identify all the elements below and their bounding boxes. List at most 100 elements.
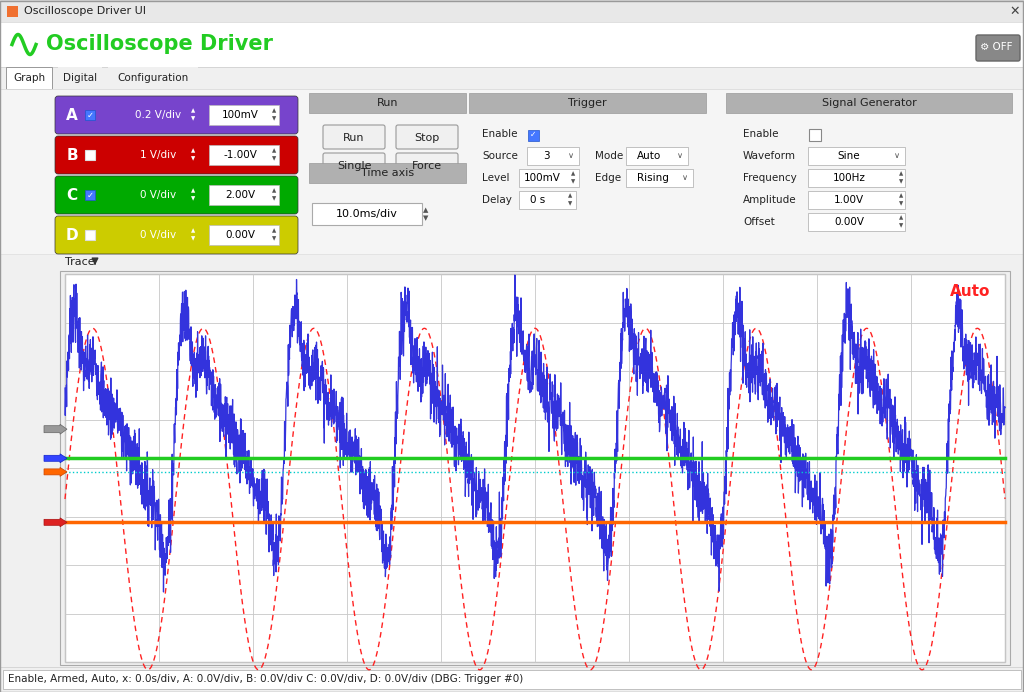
Text: Stop: Stop: [415, 133, 439, 143]
Text: ▲: ▲: [423, 207, 429, 213]
Text: ▼: ▼: [272, 116, 276, 122]
FancyBboxPatch shape: [527, 129, 539, 140]
Text: ▼: ▼: [568, 201, 572, 206]
Text: Auto: Auto: [637, 151, 662, 161]
FancyBboxPatch shape: [55, 96, 298, 134]
Text: D: D: [66, 228, 78, 242]
Text: 0.2 V/div: 0.2 V/div: [135, 110, 181, 120]
FancyBboxPatch shape: [55, 176, 298, 214]
Text: Offset: Offset: [743, 217, 775, 227]
Text: Signal Generator: Signal Generator: [821, 98, 916, 108]
Text: ▲: ▲: [272, 109, 276, 113]
Text: Source: Source: [482, 151, 518, 161]
FancyBboxPatch shape: [527, 147, 579, 165]
Text: Run: Run: [343, 133, 365, 143]
Text: 1.00V: 1.00V: [834, 195, 864, 205]
Text: Enable, Armed, Auto, x: 0.0s/div, A: 0.0V/div, B: 0.0V/div C: 0.0V/div, D: 0.0V/: Enable, Armed, Auto, x: 0.0s/div, A: 0.0…: [8, 675, 523, 684]
Bar: [7, 6, 18, 17]
FancyBboxPatch shape: [0, 67, 1024, 89]
Text: 100mV: 100mV: [523, 173, 560, 183]
Text: ✓: ✓: [86, 190, 93, 199]
Text: 10.0ms/div: 10.0ms/div: [336, 209, 398, 219]
FancyBboxPatch shape: [0, 667, 1024, 692]
FancyBboxPatch shape: [309, 163, 466, 183]
Text: 0.00V: 0.00V: [225, 230, 255, 240]
Text: 3: 3: [543, 151, 549, 161]
FancyBboxPatch shape: [323, 153, 385, 177]
Text: Enable: Enable: [482, 129, 517, 139]
Text: ▼: ▼: [190, 237, 196, 242]
FancyBboxPatch shape: [396, 125, 458, 149]
FancyBboxPatch shape: [209, 185, 279, 205]
FancyBboxPatch shape: [312, 203, 422, 225]
FancyBboxPatch shape: [808, 169, 905, 187]
FancyBboxPatch shape: [519, 169, 579, 187]
Text: ▲: ▲: [568, 194, 572, 199]
Text: ▼: ▼: [190, 116, 196, 122]
Text: A: A: [67, 107, 78, 122]
FancyBboxPatch shape: [0, 22, 1024, 67]
FancyBboxPatch shape: [809, 129, 820, 140]
FancyBboxPatch shape: [808, 147, 905, 165]
Text: ∨: ∨: [568, 152, 574, 161]
Text: ▼: ▼: [423, 215, 429, 221]
Text: ▼: ▼: [190, 156, 196, 161]
Text: Delay: Delay: [482, 195, 512, 205]
FancyArrow shape: [44, 518, 67, 527]
Text: B: B: [67, 147, 78, 163]
FancyBboxPatch shape: [808, 213, 905, 231]
FancyBboxPatch shape: [55, 216, 298, 254]
Text: Level: Level: [482, 173, 510, 183]
Text: ▼: ▼: [190, 197, 196, 201]
FancyBboxPatch shape: [808, 191, 905, 209]
Text: Run: Run: [377, 98, 398, 108]
Text: -1.00V: -1.00V: [223, 150, 257, 160]
Text: ▲: ▲: [272, 188, 276, 194]
Text: Edge: Edge: [595, 173, 622, 183]
Text: Auto: Auto: [950, 284, 990, 300]
FancyBboxPatch shape: [85, 150, 95, 160]
FancyBboxPatch shape: [0, 89, 1024, 254]
Text: Force: Force: [412, 161, 442, 171]
FancyBboxPatch shape: [85, 110, 95, 120]
Text: ▲: ▲: [570, 172, 575, 176]
FancyBboxPatch shape: [108, 67, 198, 89]
Text: 0 s: 0 s: [530, 195, 546, 205]
Text: ▼: ▼: [272, 156, 276, 161]
Text: ▲: ▲: [190, 228, 196, 233]
Text: ▲: ▲: [272, 149, 276, 154]
FancyBboxPatch shape: [85, 230, 95, 240]
Text: ▲: ▲: [899, 194, 903, 199]
Text: Rising: Rising: [637, 173, 669, 183]
Text: 1 V/div: 1 V/div: [140, 150, 176, 160]
FancyBboxPatch shape: [58, 67, 102, 89]
Text: ▲: ▲: [272, 228, 276, 233]
Text: Configuration: Configuration: [118, 73, 188, 83]
FancyBboxPatch shape: [323, 125, 385, 149]
FancyBboxPatch shape: [85, 190, 95, 200]
Text: Sine: Sine: [838, 151, 860, 161]
Text: ✕: ✕: [1010, 5, 1020, 17]
FancyBboxPatch shape: [3, 670, 1021, 689]
Text: ▼: ▼: [899, 201, 903, 206]
Text: ⚙ OFF: ⚙ OFF: [980, 42, 1013, 52]
Text: Oscilloscope Driver UI: Oscilloscope Driver UI: [24, 6, 146, 16]
FancyBboxPatch shape: [519, 191, 575, 209]
FancyBboxPatch shape: [396, 153, 458, 177]
FancyBboxPatch shape: [65, 274, 1005, 662]
FancyBboxPatch shape: [6, 67, 52, 89]
Text: Time axis: Time axis: [360, 168, 414, 178]
Text: ▼: ▼: [272, 237, 276, 242]
Text: ▼: ▼: [899, 179, 903, 185]
Text: ✓: ✓: [529, 129, 537, 138]
FancyArrow shape: [44, 454, 67, 463]
Text: Single: Single: [337, 161, 372, 171]
Text: Trigger: Trigger: [568, 98, 607, 108]
Text: ▲: ▲: [190, 149, 196, 154]
Text: 0 V/div: 0 V/div: [140, 190, 176, 200]
Text: Frequency: Frequency: [743, 173, 797, 183]
FancyBboxPatch shape: [209, 145, 279, 165]
Text: ∨: ∨: [677, 152, 683, 161]
Text: ✓: ✓: [86, 111, 93, 120]
Text: ▲: ▲: [190, 109, 196, 113]
